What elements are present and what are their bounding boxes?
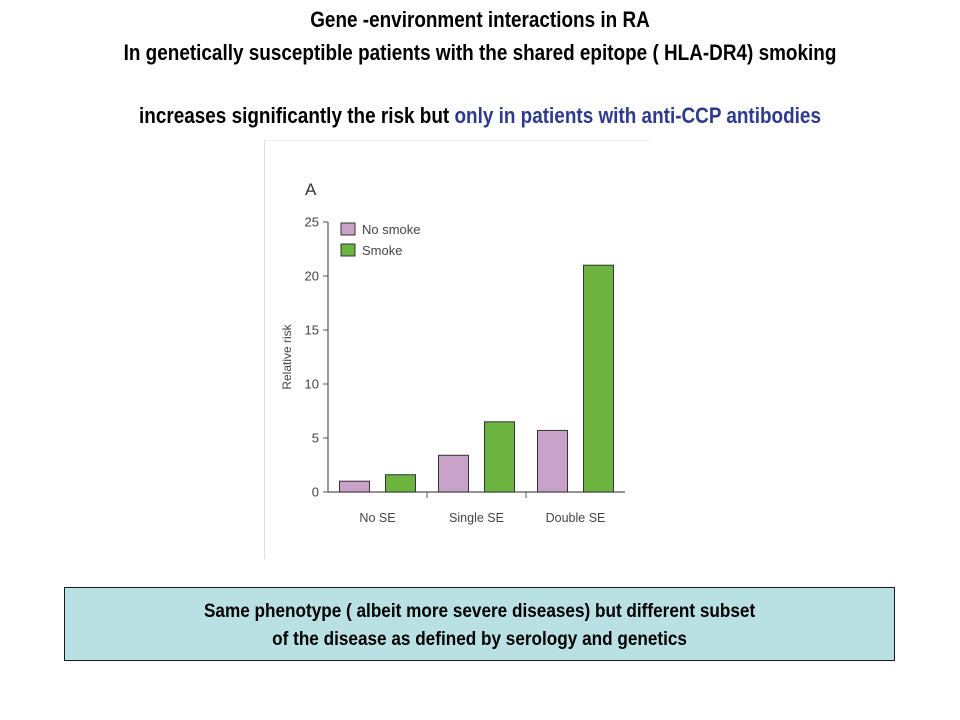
- y-tick-label: 20: [305, 269, 319, 284]
- slide-subtitle-line1: In genetically susceptible patients with…: [123, 40, 837, 65]
- legend-label: No smoke: [362, 222, 421, 237]
- relative-risk-chart: A 0 5 10 15 20 25 Relative risk No SE Single SE Do…: [280, 180, 625, 525]
- y-tick-label: 5: [312, 431, 319, 446]
- x-tick-label: Double SE: [546, 511, 606, 525]
- note-line-1: Same phenotype ( albeit more severe dise…: [203, 600, 756, 622]
- note-box: Same phenotype ( albeit more severe dise…: [64, 587, 895, 661]
- bar-smoke: [385, 474, 416, 493]
- x-tick-label: Single SE: [449, 511, 504, 525]
- figure-panel: A 0 5 10 15 20 25 Relative risk No SE Single SE Do…: [264, 140, 651, 559]
- y-tick-label: 15: [305, 323, 319, 338]
- y-tick-label: 10: [305, 377, 319, 392]
- note-line-2: of the disease as defined by serology an…: [272, 628, 687, 650]
- legend-swatch: [340, 243, 356, 257]
- bar-no-smoke: [339, 480, 370, 493]
- slide-title: Gene -environment interactions in RA: [310, 7, 650, 32]
- bar-no-smoke: [438, 454, 469, 493]
- y-tick-label: 25: [305, 215, 319, 230]
- subtitle-plain-text: increases significantly the risk but: [139, 103, 455, 128]
- x-tick-label: No SE: [359, 511, 395, 525]
- slide-subtitle-line2: increases significantly the risk but onl…: [67, 103, 893, 129]
- bar-smoke: [484, 421, 515, 493]
- bar-no-smoke: [537, 429, 568, 493]
- legend-swatch: [340, 222, 356, 236]
- legend-label: Smoke: [362, 243, 402, 258]
- y-axis-label: Relative risk: [280, 323, 294, 389]
- y-tick-label: 0: [312, 485, 319, 500]
- bar-smoke: [583, 264, 614, 493]
- panel-label: A: [305, 180, 317, 199]
- subtitle-highlight-text: only in patients with anti-CCP antibodie…: [454, 103, 821, 128]
